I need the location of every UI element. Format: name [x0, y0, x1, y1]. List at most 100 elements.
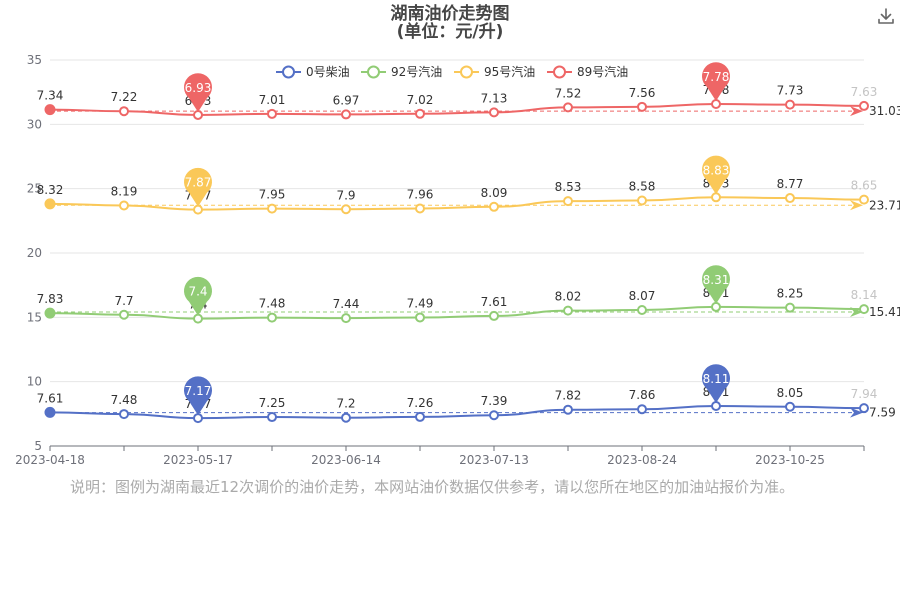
average-label: 31.03	[869, 104, 900, 118]
data-label: 7.63	[851, 85, 878, 99]
data-point[interactable]	[859, 304, 869, 315]
data-point[interactable]	[563, 196, 573, 207]
legend-symbol[interactable]	[282, 65, 295, 79]
data-point[interactable]	[44, 307, 56, 319]
data-point[interactable]	[119, 200, 129, 211]
data-point[interactable]	[711, 400, 721, 411]
min-marker-label: 7.4	[188, 285, 207, 299]
data-label: 7.86	[629, 388, 656, 402]
series-line	[49, 404, 865, 420]
data-point[interactable]	[193, 313, 203, 324]
data-label: 7.83	[37, 292, 64, 306]
data-label: 7.22	[111, 90, 138, 104]
data-point[interactable]	[267, 203, 277, 214]
legend-label: 89号汽油	[577, 64, 628, 79]
data-label: 7.2	[336, 397, 355, 411]
data-point[interactable]	[415, 312, 425, 323]
data-point[interactable]	[859, 403, 869, 414]
data-point[interactable]	[637, 304, 647, 315]
data-label: 7.25	[259, 396, 286, 410]
data-point[interactable]	[341, 412, 351, 423]
x-tick-label: 2023-10-25	[755, 453, 825, 467]
min-marker	[184, 276, 213, 316]
min-marker	[184, 167, 213, 207]
data-label: 8.14	[851, 288, 878, 302]
x-tick-label: 2023-06-14	[311, 453, 381, 467]
min-marker-label: 7.17	[185, 384, 212, 398]
series-line	[49, 103, 865, 116]
data-point[interactable]	[193, 204, 203, 215]
data-point[interactable]	[44, 198, 56, 210]
data-point[interactable]	[711, 301, 721, 312]
data-point[interactable]	[267, 412, 277, 423]
data-point[interactable]	[415, 108, 425, 119]
average-arrow	[850, 200, 863, 211]
data-point[interactable]	[44, 406, 56, 418]
max-marker-label: 8.31	[703, 273, 730, 287]
data-point[interactable]	[785, 99, 795, 110]
data-label: 7.26	[407, 396, 434, 410]
data-point[interactable]	[119, 106, 129, 117]
average-arrow	[850, 106, 863, 117]
data-point[interactable]	[563, 102, 573, 113]
data-label: 7.44	[333, 297, 360, 311]
data-point[interactable]	[267, 108, 277, 119]
data-label: 7.61	[481, 295, 508, 309]
data-label: 8.05	[777, 386, 804, 400]
data-point[interactable]	[44, 104, 56, 116]
max-marker-label: 8.11	[703, 372, 730, 386]
legend-symbol[interactable]	[460, 65, 473, 79]
data-point[interactable]	[785, 401, 795, 412]
data-label: 7.52	[555, 86, 582, 100]
data-point[interactable]	[563, 404, 573, 415]
data-point[interactable]	[267, 312, 277, 323]
data-point[interactable]	[341, 313, 351, 324]
data-point[interactable]	[193, 109, 203, 120]
data-point[interactable]	[785, 302, 795, 313]
legend-symbol[interactable]	[367, 65, 380, 79]
data-label: 7.49	[407, 296, 434, 310]
data-point[interactable]	[489, 201, 499, 212]
data-point[interactable]	[637, 195, 647, 206]
data-label: 7.7	[114, 294, 133, 308]
data-label: 8.07	[629, 289, 656, 303]
y-tick-label: 25	[27, 182, 42, 196]
data-point[interactable]	[637, 404, 647, 415]
data-point[interactable]	[415, 411, 425, 422]
data-point[interactable]	[119, 409, 129, 420]
data-point[interactable]	[489, 107, 499, 118]
data-point[interactable]	[785, 193, 795, 204]
y-tick-label: 10	[27, 375, 42, 389]
data-point[interactable]	[711, 192, 721, 203]
data-label: 7.39	[481, 394, 508, 408]
min-marker-label: 7.87	[185, 176, 212, 190]
data-point[interactable]	[859, 100, 869, 111]
data-point[interactable]	[415, 203, 425, 214]
data-point[interactable]	[489, 310, 499, 321]
data-label: 7.94	[851, 387, 878, 401]
data-point[interactable]	[341, 109, 351, 120]
data-point[interactable]	[859, 194, 869, 205]
data-label: 7.82	[555, 389, 582, 403]
data-point[interactable]	[193, 413, 203, 424]
data-point[interactable]	[341, 204, 351, 215]
data-label: 7.73	[777, 84, 804, 98]
data-point[interactable]	[489, 410, 499, 421]
data-label: 8.77	[777, 177, 804, 191]
x-tick-label: 2023-07-13	[459, 453, 529, 467]
chart-title: 湖南油价走势图	[390, 4, 510, 24]
data-label: 7.48	[259, 297, 286, 311]
data-point[interactable]	[563, 305, 573, 316]
data-point[interactable]	[119, 309, 129, 320]
max-marker	[702, 364, 731, 403]
average-label: 23.71	[869, 198, 900, 212]
data-label: 7.02	[407, 93, 434, 107]
legend-symbol[interactable]	[553, 65, 566, 79]
data-point[interactable]	[637, 101, 647, 112]
download-icon[interactable]	[876, 6, 896, 26]
data-label: 7.48	[111, 393, 138, 407]
data-label: 7.9	[336, 188, 355, 202]
data-point[interactable]	[711, 99, 721, 110]
data-label: 7.96	[407, 187, 434, 201]
